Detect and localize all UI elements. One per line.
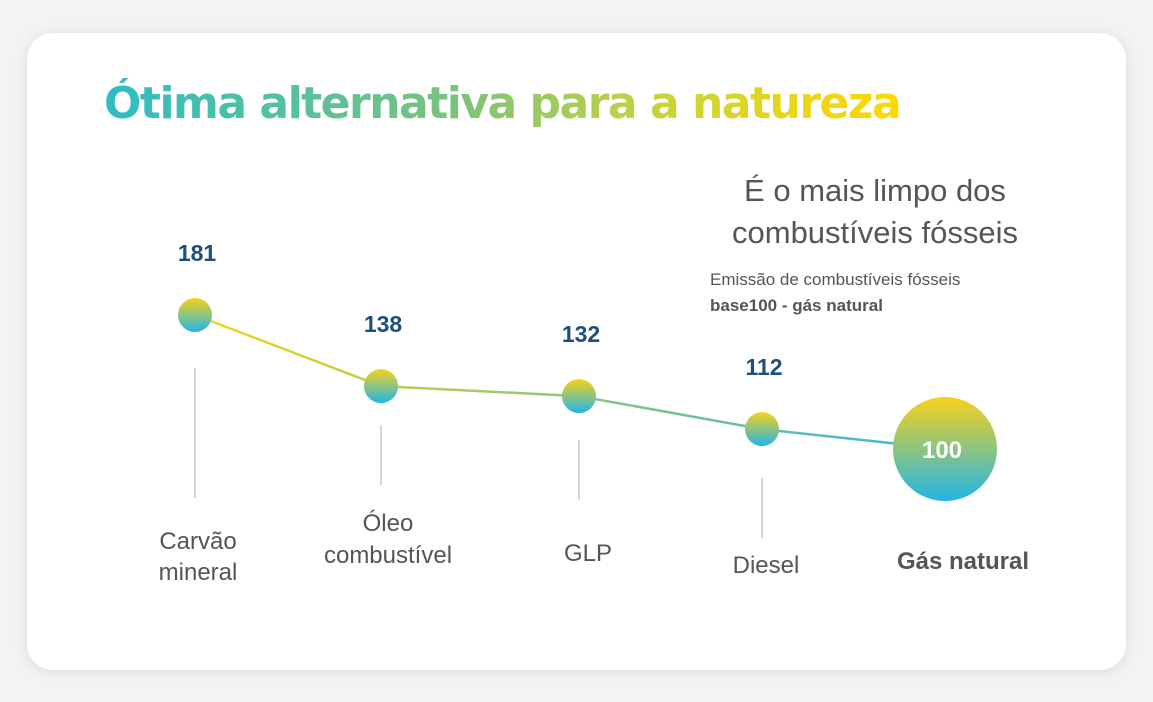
data-point [745,412,779,447]
category-label: GLP [564,540,612,567]
data-label: 112 [745,354,782,380]
data-label: 132 [562,321,600,347]
data-point [562,379,596,414]
category-label: Óleo combustível [324,510,452,569]
category-label: Carvão mineral [159,528,238,586]
data-label: 181 [178,240,217,266]
category-label: Diesel [733,552,800,579]
data-point [364,369,398,404]
chart-note: Emissão de combustíveis fósseis [710,270,961,289]
chart-subtitle: É o mais limpo dos combustíveis fósseis [732,173,1018,250]
chart-card [27,33,1126,670]
chart-note-base: base100 - gás natural [710,296,883,315]
data-label: 100 [922,437,962,464]
data-point [178,298,212,332]
category-label: Gás natural [897,548,1029,575]
highlight-point [893,397,997,501]
data-label: 138 [364,311,403,337]
page-title: Ótima alternativa para a natureza [104,78,902,129]
